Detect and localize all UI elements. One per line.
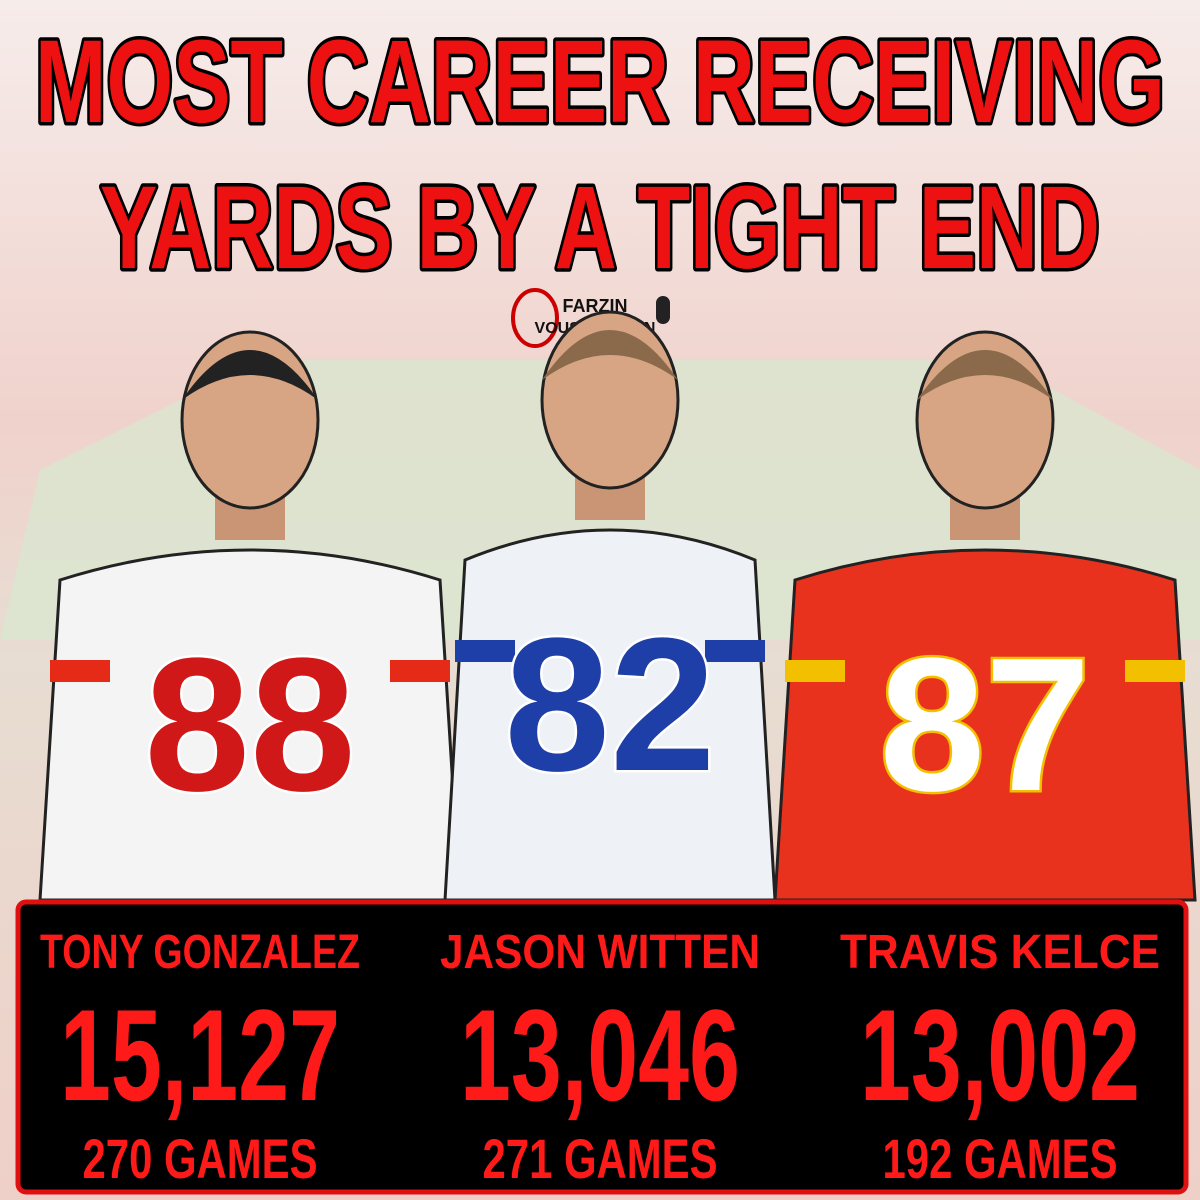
jersey-number: 82 [504, 599, 715, 811]
player-name: TRAVIS KELCE [840, 926, 1160, 979]
logo-ball [511, 288, 559, 348]
player-figure: 88 [38, 330, 462, 902]
title-line: MOST CAREER RECEIVING [35, 16, 1165, 148]
games-played: 270 GAMES [83, 1127, 318, 1190]
player-name: TONY GONZALEZ [40, 926, 360, 979]
hair [542, 330, 678, 380]
stats-box [15, 899, 1189, 1195]
player-name: JASON WITTEN [440, 926, 760, 979]
jersey-stripe [785, 660, 845, 682]
players: 88 82 87 [38, 310, 1197, 902]
hair [917, 350, 1053, 400]
jersey-stripe [1125, 660, 1185, 682]
receiving-yards: 13,002 [860, 982, 1140, 1128]
player-figure: 87 [773, 330, 1197, 902]
jersey [443, 528, 777, 902]
jersey-stripe [455, 640, 515, 662]
player-figure: 82 [443, 310, 777, 902]
games-played: 192 GAMES [883, 1127, 1118, 1190]
receiving-yards: 13,046 [460, 982, 740, 1128]
jersey [773, 548, 1197, 902]
jersey-number: 88 [144, 619, 355, 831]
jersey-stripe [50, 660, 110, 682]
jersey-number: 87 [879, 619, 1090, 831]
games-played: 271 GAMES [483, 1127, 718, 1190]
jersey [38, 548, 462, 902]
jersey-stripe [705, 640, 765, 662]
logo-mic [656, 296, 670, 324]
receiving-yards: 15,127 [60, 982, 340, 1128]
title-line: YARDS BY A TIGHT END [100, 162, 1100, 294]
jersey-stripe [390, 660, 450, 682]
hair [182, 350, 318, 400]
